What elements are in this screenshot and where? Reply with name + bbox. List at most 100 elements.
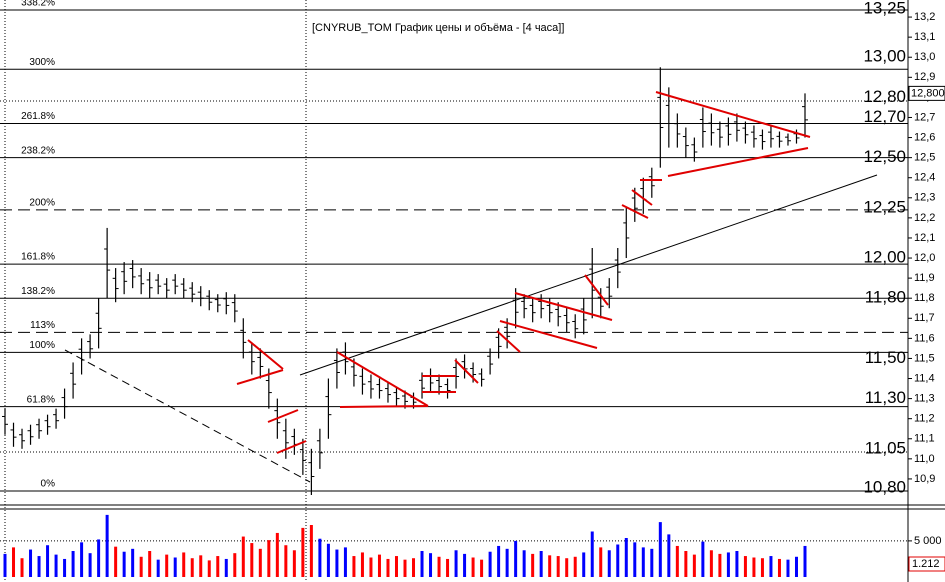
volume-bar <box>241 536 245 577</box>
price-axis: 10,9 11,0 11,1 11,2 11,3 11,4 11,5 11,6 11,7 11,8… <box>908 11 945 485</box>
volume-bar <box>369 557 373 577</box>
pattern-line <box>336 351 429 407</box>
trend-line <box>299 174 878 376</box>
volume-tick-label: 5 000 <box>914 535 942 547</box>
volume-bar <box>88 553 92 577</box>
chart-title: [CNYRUB_TOM График цены и объёма - [4 ча… <box>312 22 564 34</box>
volume-bar <box>12 547 16 577</box>
volume-bar <box>565 558 569 577</box>
volume-bar <box>46 545 50 577</box>
volume-bar <box>735 551 739 577</box>
volume-bar <box>658 522 662 577</box>
last-price-box <box>908 85 945 101</box>
volume-bar <box>105 514 109 577</box>
volume-bar <box>633 542 637 577</box>
volume-bar <box>616 544 620 577</box>
volume-bar <box>139 556 143 577</box>
volume-bar <box>794 556 798 577</box>
volume-bar <box>97 539 101 577</box>
pattern-line <box>621 204 649 219</box>
volume-bar <box>352 556 356 577</box>
y-tick-label: 13,0 <box>914 51 935 63</box>
price-level-label: 12,50 <box>863 147 906 166</box>
level-label: 261.8% <box>21 111 55 122</box>
pattern-line <box>276 440 307 454</box>
volume-bar <box>207 560 211 577</box>
pattern-line <box>247 339 284 370</box>
volume-bar <box>692 554 696 577</box>
price-level-label: 13,25 <box>863 0 906 17</box>
volume-bar <box>803 545 807 577</box>
y-tick-label: 10,9 <box>914 473 935 485</box>
volume-bar <box>3 553 7 577</box>
volume-bar <box>156 559 160 577</box>
price-level-label: 12,25 <box>863 197 906 216</box>
volume-bar <box>446 558 450 577</box>
volume-bar <box>343 547 347 577</box>
volume-bar <box>165 554 169 577</box>
volume-bar <box>309 525 313 577</box>
y-tick-label: 12,5 <box>914 152 935 164</box>
volume-bar <box>37 556 41 577</box>
level-label: 113% <box>30 320 55 331</box>
volume-bar <box>420 551 424 577</box>
volume-bar <box>63 558 67 577</box>
volume-bar <box>786 559 790 577</box>
y-tick-label: 11,5 <box>914 352 935 364</box>
volume-bar <box>20 558 24 577</box>
volume-bar <box>667 534 671 577</box>
volume-bar <box>556 556 560 577</box>
volume-bar <box>497 545 501 577</box>
trend-line <box>64 349 311 483</box>
y-tick-label: 12,9 <box>914 71 935 83</box>
volume-bar <box>548 555 552 577</box>
volume-bar <box>539 551 543 577</box>
volume-bar <box>480 559 484 577</box>
volume-bar <box>182 552 186 577</box>
volume-bar <box>650 548 654 577</box>
y-tick-label: 12,3 <box>914 192 935 204</box>
volume-pane: 5 000 1.212 <box>0 514 945 577</box>
pattern-line <box>499 320 598 349</box>
volume-bar <box>573 556 577 577</box>
y-tick-label: 11,9 <box>914 272 935 284</box>
volume-bar <box>114 546 118 577</box>
volume-bar <box>718 553 722 577</box>
last-volume-box <box>908 556 945 572</box>
y-tick-label: 12,6 <box>914 131 935 143</box>
volume-bar <box>488 551 492 577</box>
volume-bar <box>412 558 416 577</box>
volume-bar <box>148 551 152 577</box>
volume-bar <box>250 543 254 577</box>
volume-bar <box>454 550 458 577</box>
volume-bar <box>284 545 288 577</box>
price-level-label: 12,00 <box>863 248 906 267</box>
volume-bar <box>726 552 730 577</box>
volume-bar <box>471 557 475 577</box>
pattern-line <box>655 91 811 138</box>
volume-bar <box>199 555 203 577</box>
pattern-drawings <box>236 91 811 454</box>
volume-bar <box>267 540 271 577</box>
volume-bar <box>326 543 330 577</box>
level-label: 300% <box>29 57 55 68</box>
y-tick-label: 11,8 <box>914 292 935 304</box>
volume-bar <box>777 558 781 577</box>
price-level-label: 11,05 <box>865 438 906 457</box>
pattern-line <box>514 292 613 321</box>
volume-bar <box>224 558 228 577</box>
price-level-label: 11,80 <box>865 288 906 307</box>
y-tick-label: 11,7 <box>914 312 935 324</box>
volume-bar <box>514 540 518 577</box>
pattern-line <box>584 274 609 306</box>
volume-bar <box>258 548 262 577</box>
volume-bar <box>429 553 433 577</box>
price-level-label: 12,80 <box>863 87 906 106</box>
volume-bar <box>582 552 586 577</box>
pattern-line <box>339 405 429 408</box>
volume-bar <box>80 542 84 577</box>
level-label: 0% <box>41 479 56 490</box>
y-tick-label: 11,6 <box>914 332 935 344</box>
